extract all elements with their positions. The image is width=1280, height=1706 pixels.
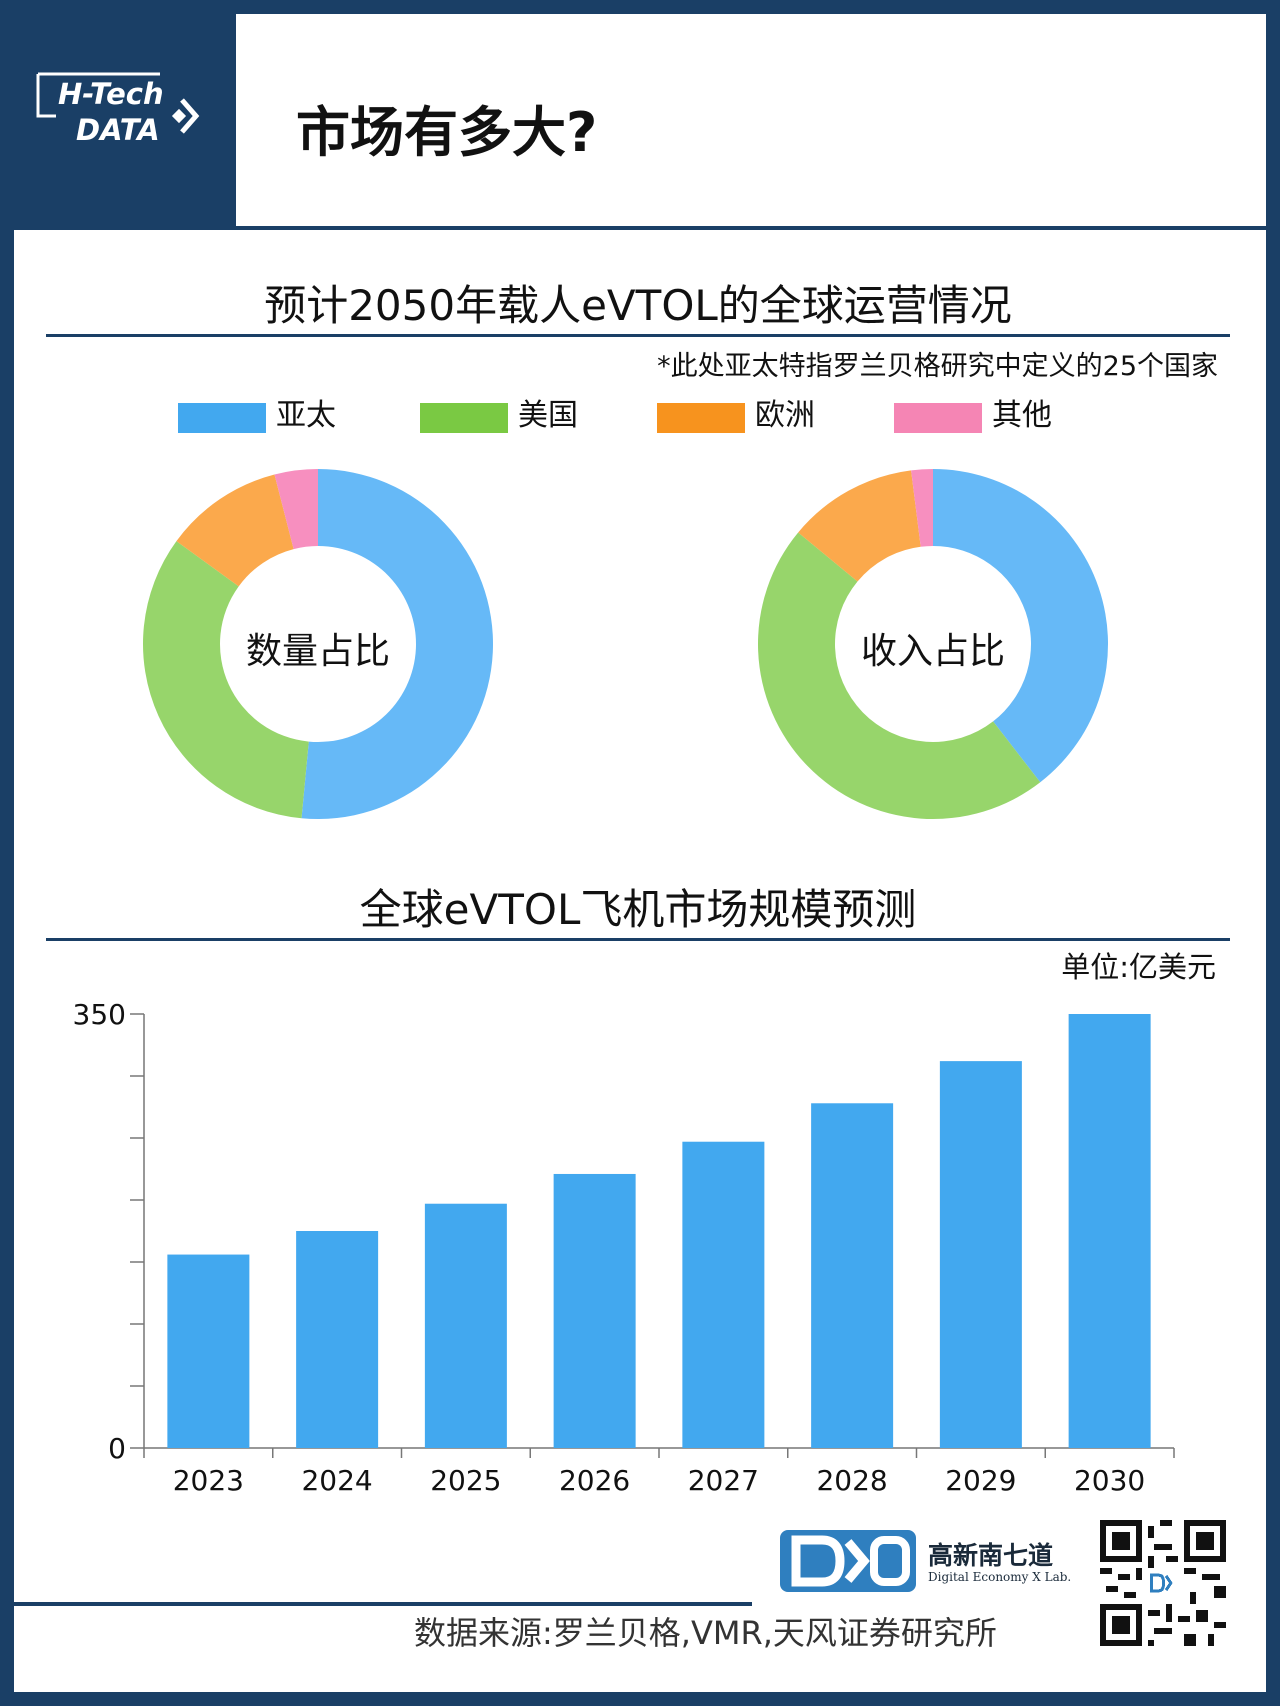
legend-swatch-apac (178, 403, 266, 433)
legend-label-other: 其他 (992, 398, 1052, 433)
brand-subtitle: Digital Economy X Lab. (928, 1570, 1072, 1584)
dxe-logo-icon (780, 1530, 916, 1592)
data-source: 数据来源:罗兰贝格,VMR,天风证券研究所 (414, 1614, 997, 1652)
legend-swatch-europe (657, 403, 745, 433)
page-frame (14, 14, 1266, 1692)
legend-label-apac: 亚太 (276, 398, 336, 433)
revenue-slice-apac (933, 469, 1108, 783)
donut-center-label-revenue: 收入占比 (860, 631, 1005, 672)
donut-center-label-count: 数量占比 (245, 631, 390, 672)
section2-rule (46, 938, 1230, 941)
count-slice-usa (142, 541, 309, 819)
section1-rule (46, 334, 1230, 337)
revenue-slice-europe (798, 470, 921, 582)
count-slice-apac (301, 469, 494, 819)
htech-data-logo: H-Tech DATA (36, 72, 200, 147)
donut-chart-count (142, 469, 494, 819)
count-slice-other (274, 469, 318, 550)
logo-line1: H-Tech (58, 77, 164, 111)
revenue-slice-other (911, 469, 933, 547)
legend-swatch-other (894, 403, 982, 433)
logo-block: H-Tech DATA (0, 0, 236, 230)
legend-label-europe: 欧洲 (755, 398, 815, 433)
brand-name: 高新南七道 (928, 1541, 1054, 1570)
section1-title: 预计2050年载人eVTOL的全球运营情况 (264, 281, 1012, 330)
footer-rule (0, 1602, 752, 1606)
brand-logo: 高新南七道 Digital Economy X Lab. (778, 1526, 1078, 1596)
donut-chart-revenue (758, 469, 1108, 819)
section2-title: 全球eVTOL飞机市场规模预测 (359, 885, 917, 934)
revenue-slice-usa (758, 532, 1041, 819)
unit-label: 单位:亿美元 (1061, 950, 1216, 984)
legend-swatch-usa (420, 403, 508, 433)
header-divider (236, 226, 1266, 230)
legend-label-usa: 美国 (518, 398, 578, 433)
region-note: *此处亚太特指罗兰贝格研究中定义的25个国家 (657, 351, 1218, 382)
page-title: 市场有多大? (296, 101, 598, 164)
qr-code-icon (1100, 1520, 1226, 1646)
logo-line2: DATA (76, 113, 160, 147)
count-slice-europe (176, 474, 294, 587)
